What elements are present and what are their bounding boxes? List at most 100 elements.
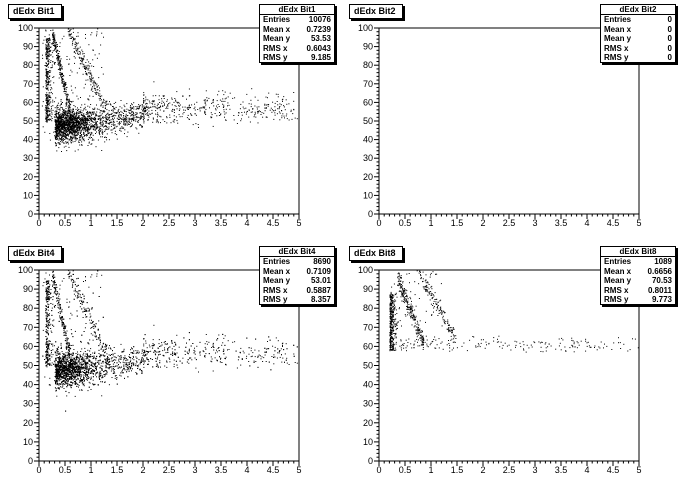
data-point [86, 59, 88, 61]
data-point [73, 105, 75, 106]
data-point [92, 125, 94, 127]
data-point [66, 118, 68, 120]
x-tick-label: 4.5 [267, 465, 280, 475]
data-point [67, 122, 69, 124]
data-point [81, 49, 83, 51]
data-point [291, 118, 293, 120]
data-point [224, 100, 226, 102]
data-point [90, 133, 91, 135]
data-point [58, 118, 60, 120]
data-point [92, 128, 94, 130]
data-point [80, 129, 82, 131]
data-point [130, 122, 132, 124]
data-point [59, 120, 61, 122]
data-point [86, 74, 88, 76]
data-point [93, 80, 95, 82]
data-point [59, 127, 61, 129]
data-point [69, 135, 71, 137]
data-point [48, 84, 49, 86]
data-point [52, 35, 54, 37]
data-point [130, 105, 131, 107]
data-point [69, 117, 71, 119]
data-point [50, 70, 52, 72]
data-point [52, 40, 54, 42]
data-point [118, 124, 120, 126]
data-point [93, 127, 95, 129]
data-point [71, 44, 73, 46]
x-tick-label: 4.5 [607, 218, 620, 228]
data-point [182, 113, 184, 115]
data-point [42, 86, 44, 88]
data-point [51, 66, 53, 68]
data-point [143, 115, 145, 117]
data-point [59, 123, 60, 125]
data-point [63, 118, 65, 120]
data-point [77, 124, 79, 126]
data-point [114, 130, 116, 132]
data-point [78, 47, 80, 49]
data-point [146, 103, 148, 105]
data-point [236, 123, 238, 124]
data-point [145, 106, 147, 108]
data-point [66, 121, 68, 123]
data-point [101, 125, 103, 127]
data-point [67, 121, 69, 123]
data-point [73, 125, 75, 127]
data-point [55, 124, 57, 126]
data-point [47, 98, 49, 100]
data-point [58, 139, 60, 141]
data-point [87, 72, 89, 74]
data-point [68, 129, 70, 131]
data-point [68, 35, 70, 37]
data-point [67, 126, 69, 127]
data-point [233, 119, 235, 121]
data-point [84, 68, 86, 70]
data-point [83, 115, 85, 117]
data-point [72, 127, 73, 129]
data-point [57, 107, 59, 109]
data-point [139, 124, 141, 125]
data-point [59, 135, 61, 137]
data-point [157, 108, 159, 110]
data-point [75, 120, 77, 121]
data-point [169, 102, 171, 104]
data-point [282, 100, 283, 102]
data-point [47, 103, 48, 105]
data-point [77, 138, 78, 140]
data-point [223, 106, 225, 108]
y-tick-label: 100 [358, 23, 373, 33]
data-point [286, 118, 288, 120]
data-point [162, 95, 164, 97]
data-point [75, 118, 77, 120]
data-point [278, 108, 280, 110]
data-point [95, 128, 97, 130]
data-point [119, 122, 121, 124]
data-point [66, 345, 68, 347]
data-point [79, 111, 81, 112]
data-point [45, 30, 47, 32]
data-point [85, 122, 87, 123]
data-point [84, 122, 86, 124]
data-point [65, 127, 67, 128]
data-point [108, 116, 110, 118]
data-point [144, 107, 146, 109]
data-point [56, 51, 57, 53]
data-point [78, 118, 80, 119]
data-point [105, 125, 107, 127]
data-point [65, 116, 67, 118]
data-point [61, 124, 63, 126]
data-point [88, 142, 90, 144]
data-point [72, 115, 74, 117]
data-point [257, 110, 259, 112]
data-point [81, 128, 83, 130]
data-point [91, 65, 93, 67]
data-point [45, 116, 47, 118]
data-point [222, 100, 224, 102]
data-point [57, 54, 59, 56]
data-point [42, 54, 43, 56]
data-point [53, 82, 55, 84]
data-point [55, 47, 57, 49]
data-point [61, 126, 63, 128]
data-point [144, 110, 146, 112]
data-point [129, 106, 131, 108]
